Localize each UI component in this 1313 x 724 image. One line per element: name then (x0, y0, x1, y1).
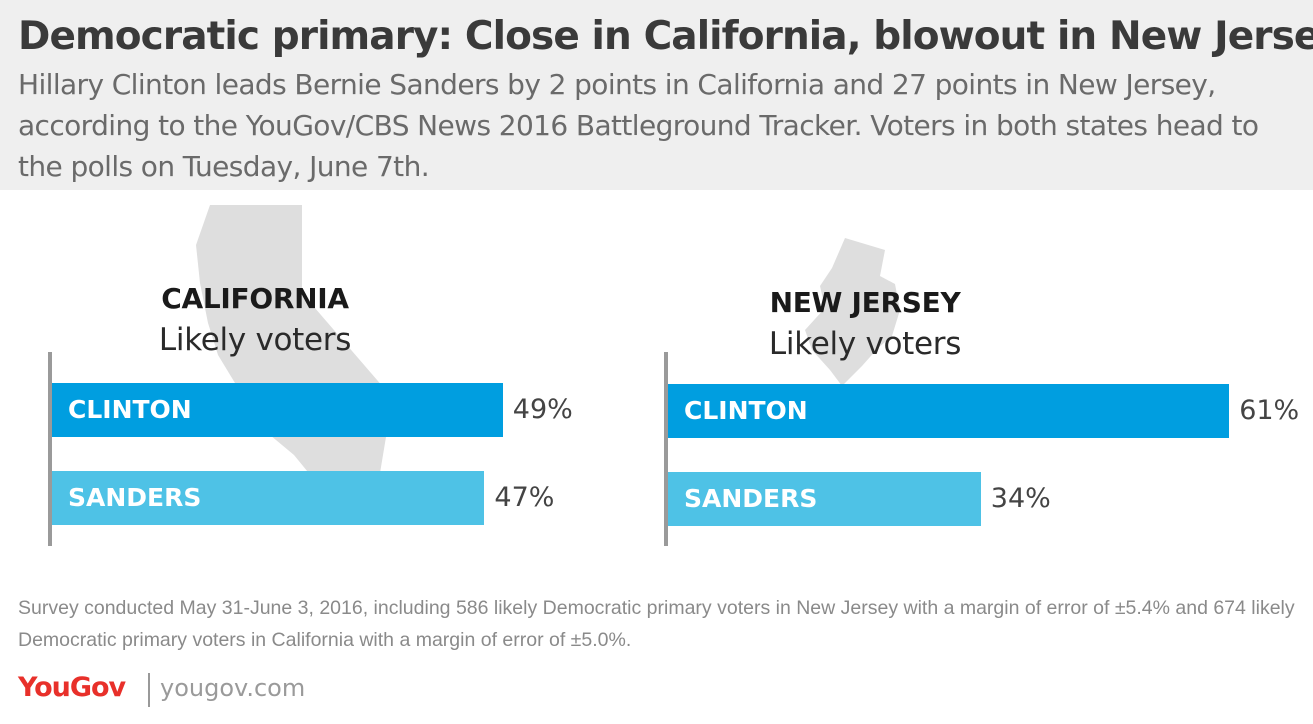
bar-clinton-new-jersey: CLINTON (668, 384, 1230, 438)
logo-divider (148, 673, 150, 707)
page-subtitle: Hillary Clinton leads Bernie Sanders by … (18, 68, 1259, 183)
chart-subtitle-new-jersey: Likely voters (768, 326, 962, 362)
header-panel: Democratic primary: Close in California,… (0, 0, 1313, 190)
bar-label-clinton-new-jersey: CLINTON (684, 396, 808, 425)
data-label-clinton-new-jersey: 61% (1239, 395, 1300, 426)
yougov-logo: YouGov (18, 672, 126, 703)
page-title: Democratic primary: Close in California,… (18, 14, 1313, 59)
bar-clinton-california: CLINTON (52, 383, 503, 437)
chart-title-new-jersey: NEW JERSEY (769, 286, 961, 319)
data-label-clinton-california: 49% (512, 394, 573, 425)
axis-line-california (48, 352, 52, 546)
new-jersey-map-icon (805, 238, 900, 386)
bar-sanders-california: SANDERS (52, 471, 485, 525)
bar-label-sanders-california: SANDERS (68, 483, 202, 512)
bar-label-sanders-new-jersey: SANDERS (684, 484, 818, 513)
site-link[interactable]: yougov.com (160, 674, 306, 702)
survey-footnote: Survey conducted May 31-June 3, 2016, in… (18, 597, 1295, 651)
chart-subtitle-california: Likely voters (158, 322, 352, 358)
bar-label-clinton-california: CLINTON (68, 395, 192, 424)
bar-sanders-new-jersey: SANDERS (668, 472, 981, 526)
axis-line-new-jersey (664, 352, 668, 546)
data-label-sanders-california: 47% (494, 482, 555, 513)
chart-title-california: CALIFORNIA (161, 282, 349, 315)
data-label-sanders-new-jersey: 34% (990, 483, 1051, 514)
